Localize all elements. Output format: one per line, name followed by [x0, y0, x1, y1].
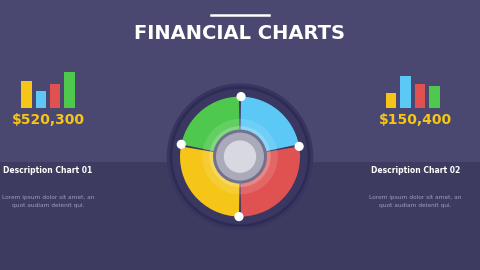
Circle shape: [209, 126, 271, 187]
Bar: [415, 84, 425, 108]
Bar: [386, 93, 396, 108]
Circle shape: [224, 140, 256, 173]
Bar: [21, 81, 32, 108]
Wedge shape: [180, 146, 240, 217]
Text: FINANCIAL CHARTS: FINANCIAL CHARTS: [134, 24, 346, 43]
Circle shape: [295, 143, 303, 150]
Bar: [50, 84, 60, 108]
Bar: [429, 86, 440, 108]
Bar: [36, 91, 46, 108]
Text: Lorem ipsum dolor sit amet, an
quot audiam delenit qui.: Lorem ipsum dolor sit amet, an quot audi…: [369, 195, 461, 208]
Text: Lorem ipsum dolor sit amet, an
quot audiam delenit qui.: Lorem ipsum dolor sit amet, an quot audi…: [2, 195, 94, 208]
Circle shape: [216, 133, 264, 181]
Circle shape: [167, 83, 313, 230]
Wedge shape: [181, 97, 240, 151]
Text: Description Chart 02: Description Chart 02: [371, 166, 460, 175]
Wedge shape: [240, 146, 300, 217]
Text: Description Chart 01: Description Chart 01: [3, 166, 93, 175]
FancyBboxPatch shape: [0, 162, 480, 270]
Bar: [64, 72, 75, 108]
Text: $150,400: $150,400: [379, 113, 452, 127]
Bar: [400, 76, 411, 108]
Circle shape: [202, 119, 278, 194]
Text: $520,300: $520,300: [12, 113, 84, 127]
Wedge shape: [240, 97, 299, 151]
Circle shape: [178, 140, 185, 148]
Circle shape: [235, 213, 243, 221]
Circle shape: [171, 87, 309, 226]
Circle shape: [237, 93, 245, 100]
